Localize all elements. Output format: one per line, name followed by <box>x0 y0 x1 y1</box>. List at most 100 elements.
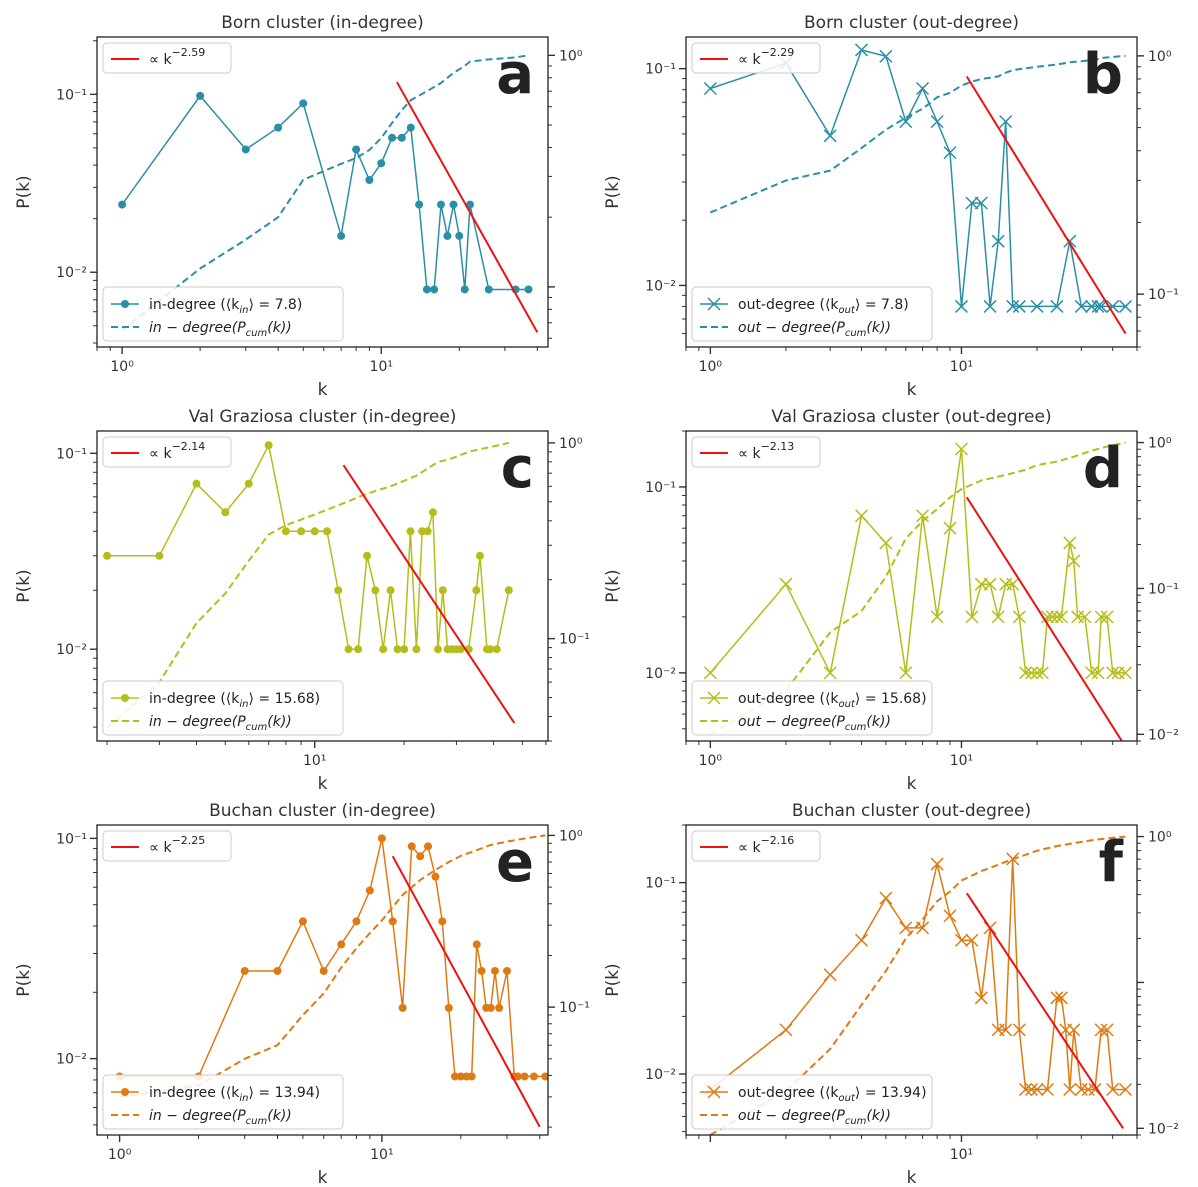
data-point <box>486 645 495 654</box>
x-axis-label: k <box>907 774 917 794</box>
cumulative-line <box>709 54 1126 214</box>
data-point <box>436 200 445 209</box>
data-point <box>297 527 306 536</box>
x-axis-label: k <box>907 1168 917 1187</box>
x-axis-label: k <box>907 380 917 400</box>
data-point <box>916 509 930 523</box>
series-legend: in-degree (⟨kin⟩ = 13.94)in − degree(Pcu… <box>102 1074 344 1130</box>
data-point <box>492 645 501 654</box>
data-point <box>416 852 425 861</box>
data-point <box>779 577 793 591</box>
data-point <box>424 842 433 851</box>
data-point <box>703 666 717 680</box>
data-point <box>103 551 112 560</box>
data-point <box>1006 577 1020 591</box>
degree-line <box>119 838 546 1078</box>
data-point <box>192 479 201 488</box>
data-point <box>1063 1082 1077 1097</box>
data-point <box>1091 666 1105 680</box>
data-point <box>397 133 406 142</box>
data-point <box>365 175 374 184</box>
data-point <box>504 586 513 595</box>
y2-tick-label: 10⁰ <box>559 48 583 64</box>
panel-d: Val Graziosa cluster (out-degree)10⁰ 10¹1… <box>603 407 1179 794</box>
y-tick-label: 10⁻² <box>56 642 87 658</box>
series-legend-marker <box>707 1085 721 1099</box>
data-point <box>855 509 869 523</box>
data-point <box>1006 852 1020 866</box>
data-point <box>1085 299 1099 313</box>
plot-frame <box>96 430 549 742</box>
data-point <box>1106 1082 1120 1097</box>
plot-frame <box>685 36 1138 348</box>
data-point <box>221 508 230 517</box>
data-point <box>406 527 415 536</box>
data-point <box>430 285 439 294</box>
data-point <box>477 966 486 975</box>
panel-letter: d <box>1083 436 1123 501</box>
degree-line <box>710 49 1126 308</box>
x-axis-label: k <box>318 380 328 400</box>
data-point <box>354 645 363 654</box>
data-point <box>1012 299 1026 313</box>
data-point <box>974 196 988 210</box>
x-axis-label: k <box>318 774 328 794</box>
series-legend-marker <box>121 300 129 308</box>
y-axis-label: P(k) <box>603 569 623 602</box>
data-point <box>1024 666 1039 680</box>
data-point <box>879 536 893 550</box>
data-point <box>1012 1023 1026 1037</box>
data-point <box>991 234 1005 248</box>
data-point <box>433 645 442 654</box>
series-legend: out-degree (⟨kout⟩ = 13.94)out − degree(… <box>691 1074 933 1130</box>
degree-line <box>709 448 1126 676</box>
series-legend-label: out-degree (⟨kout⟩ = 13.94) <box>738 1085 927 1104</box>
y2-tick-label: 10⁻¹ <box>1148 287 1179 303</box>
data-point <box>456 1072 465 1081</box>
x-axis-label: k <box>318 1168 328 1187</box>
y-axis-label: P(k) <box>603 175 623 208</box>
data-point <box>916 81 930 96</box>
data-point <box>377 834 386 843</box>
data-point <box>930 115 944 129</box>
data-point <box>1030 299 1044 313</box>
data-point <box>965 196 979 210</box>
data-point <box>1054 991 1068 1005</box>
y2-tick-label: 10⁰ <box>1148 49 1172 65</box>
data-point <box>118 200 127 209</box>
cumulative-line <box>121 54 529 331</box>
y-tick-label: 10⁻¹ <box>645 480 676 496</box>
data-point <box>1118 1082 1133 1097</box>
data-point <box>344 645 353 654</box>
panel-e: Buchan cluster (in-degree) 10⁰ 10¹ 10⁻¹ 10⁻²… <box>14 801 590 1187</box>
data-point <box>541 1072 548 1081</box>
y-tick-label: 10⁻² <box>56 265 87 281</box>
data-point <box>465 200 474 209</box>
plot-frame <box>685 430 1138 742</box>
y-tick-label: 10⁻² <box>56 1052 87 1068</box>
data-point <box>310 527 319 536</box>
data-point <box>954 933 968 947</box>
data-point <box>1094 1023 1108 1037</box>
series-legend-marker <box>121 1088 129 1096</box>
data-point <box>1100 610 1114 624</box>
cumulative-line <box>709 441 1126 736</box>
axes: 10⁰ 10¹ 10⁻¹ 10⁻² 10⁰ k P(k) <box>14 40 583 400</box>
data-point <box>490 966 499 975</box>
data-point <box>930 610 944 624</box>
data-point <box>879 891 893 905</box>
series-legend: out-degree (⟨kout⟩ = 15.68)out − degree(… <box>691 680 933 736</box>
data-point <box>1050 610 1064 624</box>
data-point <box>444 1003 453 1012</box>
data-point <box>337 940 346 949</box>
data-point <box>472 586 481 595</box>
data-point <box>524 285 533 294</box>
x-tick-label: 10¹ <box>370 359 393 375</box>
data-point <box>703 81 717 96</box>
x-tick-label: 10⁰ <box>110 359 134 375</box>
x-tick-label: 10¹ <box>950 1147 973 1163</box>
data-point <box>823 968 837 982</box>
data-point <box>879 49 893 63</box>
axes: 10¹ 10⁻¹ 10⁻² 10⁰ 10⁻¹ k P(k) <box>14 436 590 794</box>
series-legend: in-degree (⟨kin⟩ = 7.8)in − degree(Pcum(… <box>102 286 344 342</box>
